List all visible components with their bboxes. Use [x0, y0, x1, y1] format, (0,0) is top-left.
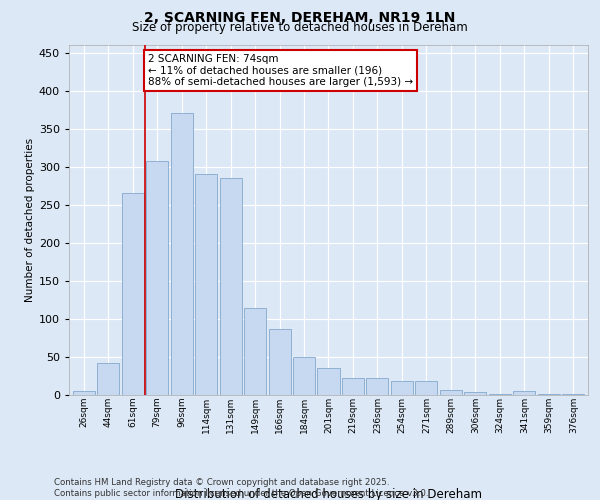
Bar	[562, 394, 584, 395]
Text: Size of property relative to detached houses in Dereham: Size of property relative to detached ho…	[132, 22, 468, 35]
Bar	[293, 357, 315, 395]
Bar	[317, 368, 340, 395]
Text: 2 SCARNING FEN: 74sqm
← 11% of detached houses are smaller (196)
88% of semi-det: 2 SCARNING FEN: 74sqm ← 11% of detached …	[148, 54, 413, 88]
Bar	[367, 378, 388, 395]
Bar	[122, 194, 143, 395]
Bar	[220, 178, 242, 395]
Bar	[195, 174, 217, 395]
Y-axis label: Number of detached properties: Number of detached properties	[25, 138, 35, 302]
Text: Contains HM Land Registry data © Crown copyright and database right 2025.
Contai: Contains HM Land Registry data © Crown c…	[54, 478, 428, 498]
Bar	[440, 390, 462, 395]
Bar	[342, 378, 364, 395]
Bar	[146, 162, 168, 395]
X-axis label: Distribution of detached houses by size in Dereham: Distribution of detached houses by size …	[175, 488, 482, 500]
Bar	[269, 329, 290, 395]
Text: 2, SCARNING FEN, DEREHAM, NR19 1LN: 2, SCARNING FEN, DEREHAM, NR19 1LN	[145, 12, 455, 26]
Bar	[170, 114, 193, 395]
Bar	[538, 394, 560, 395]
Bar	[489, 394, 511, 395]
Bar	[415, 382, 437, 395]
Bar	[73, 391, 95, 395]
Bar	[244, 308, 266, 395]
Bar	[391, 382, 413, 395]
Bar	[464, 392, 487, 395]
Bar	[514, 391, 535, 395]
Bar	[97, 363, 119, 395]
